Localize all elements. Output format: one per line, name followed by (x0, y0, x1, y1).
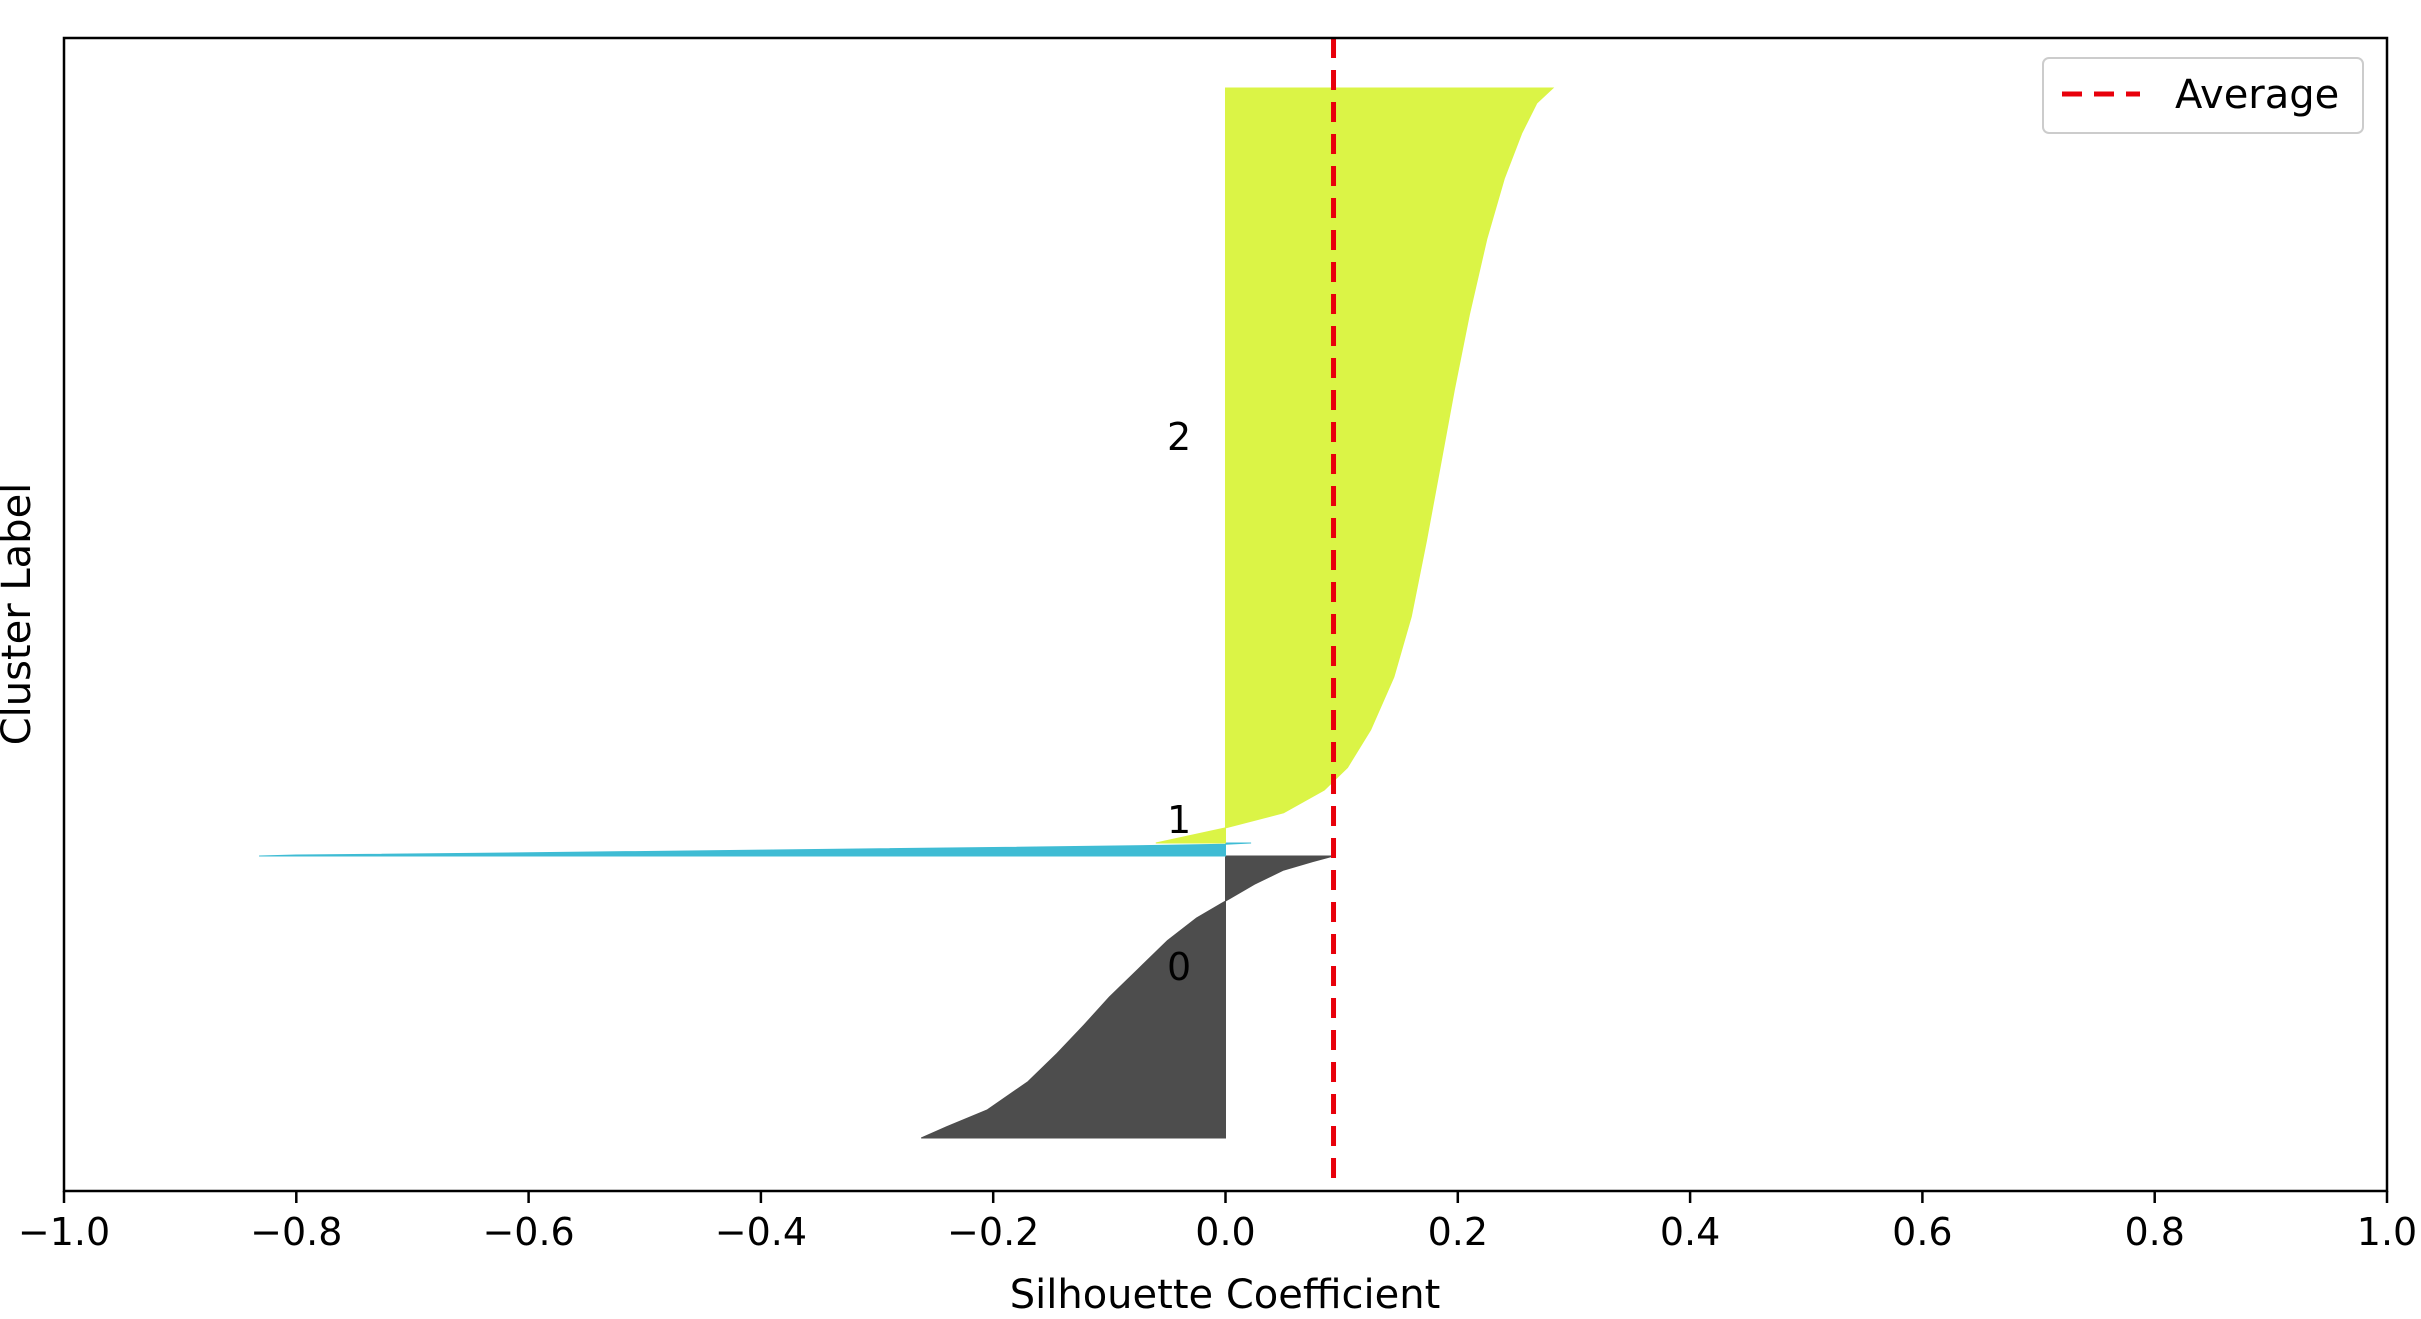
cluster-labels: 0 1 2 (1167, 415, 1191, 989)
legend-average-label: Average (2175, 72, 2339, 118)
cluster-label-2: 2 (1167, 415, 1191, 459)
x-tick-label: 1.0 (2357, 1210, 2417, 1254)
x-axis-label: Silhouette Coefficient (1010, 1272, 1441, 1318)
legend: Average (2042, 57, 2364, 134)
cluster-0-silhouette (920, 855, 1334, 1139)
x-tick-label: −0.8 (250, 1210, 342, 1254)
x-tick-label: 0.8 (2124, 1210, 2184, 1254)
x-tick-label: −0.4 (715, 1210, 807, 1254)
x-tick-label: 0.2 (1428, 1210, 1488, 1254)
legend-box (2042, 57, 2364, 134)
cluster-label-0: 0 (1167, 945, 1191, 989)
x-tick-label: −0.6 (482, 1210, 574, 1254)
x-tick-label: 0.6 (1892, 1210, 1952, 1254)
y-axis-label: Cluster Label (0, 483, 40, 746)
x-axis-ticks: −1.0 −0.8 −0.6 −0.4 −0.2 0.0 0.2 0.4 0.6 0.8 1.0 (18, 1191, 2417, 1254)
x-tick-label: 0.0 (1195, 1210, 1255, 1254)
x-tick-label: −0.2 (947, 1210, 1039, 1254)
cluster-silhouettes (259, 87, 1555, 1139)
x-tick-label: 0.4 (1660, 1210, 1720, 1254)
x-tick-label: −1.0 (18, 1210, 110, 1254)
cluster-2-silhouette (1155, 87, 1555, 844)
cluster-1-silhouette (259, 842, 1252, 857)
cluster-label-1: 1 (1167, 798, 1191, 842)
